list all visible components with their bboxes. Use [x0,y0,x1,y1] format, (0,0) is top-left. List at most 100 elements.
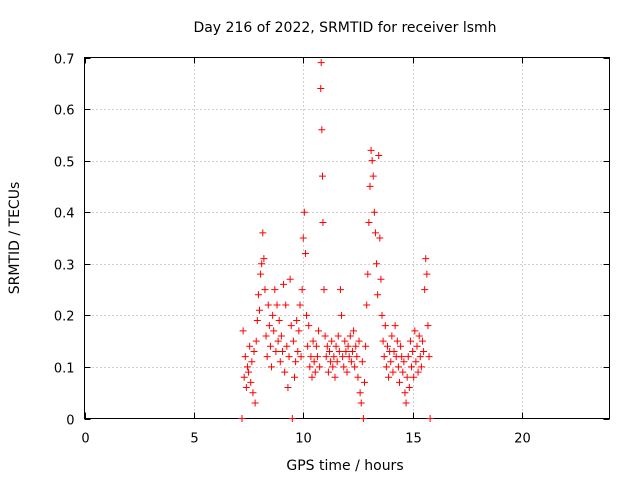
data-point [409,347,417,355]
data-point [380,353,388,361]
data-point [319,172,326,180]
y-tick-label: 0.3 [54,259,75,274]
x-tick-label: 10 [295,432,312,447]
data-point [306,363,314,371]
data-point [331,373,339,381]
data-point [367,146,375,154]
x-tick-label: 5 [190,432,198,447]
data-point [356,389,364,397]
data-point [365,219,373,227]
data-point [308,373,316,381]
data-point [410,373,418,381]
data-point [275,317,283,325]
data-point [404,353,412,361]
data-point [280,280,288,288]
data-point [405,384,413,392]
data-point [295,327,303,335]
data-point [355,337,363,345]
data-point [338,311,346,319]
data-point [393,337,401,345]
data-point [251,399,259,407]
data-point [316,363,324,371]
data-point [362,342,370,350]
data-point [400,358,408,366]
data-point [262,332,270,340]
data-point [361,378,368,386]
data-point [318,126,326,134]
data-point [239,327,247,335]
y-tick-label: 0.1 [54,362,75,377]
data-point [332,342,340,350]
data-point [406,337,414,345]
data-point [252,337,260,345]
data-point [420,347,428,355]
data-point [284,384,292,392]
data-point [369,172,377,180]
data-point [298,286,306,294]
data-point [320,286,328,294]
data-point [328,337,336,345]
data-point [299,234,307,242]
data-point [403,373,411,381]
data-point [324,368,332,376]
data-point [313,353,321,361]
data-point [322,353,330,361]
data-point [296,301,304,309]
data-point [333,358,341,366]
data-point [245,368,253,376]
data-point [268,363,276,371]
data-point [399,368,407,376]
data-point [378,311,386,319]
data-point [396,378,403,386]
x-axis-title: GPS time / hours [286,458,403,474]
data-point [273,301,281,309]
data-point [350,327,358,335]
data-point [416,353,424,361]
data-point [277,332,285,340]
data-point [265,322,273,330]
plot-frame [84,57,610,419]
data-point [269,311,277,319]
data-point [254,291,262,299]
y-tick-label: 0.7 [54,53,75,68]
data-point [425,353,433,361]
data-point [335,347,343,355]
data-point [259,229,267,237]
data-point [377,275,385,283]
data-point [385,373,393,381]
data-point [421,286,429,294]
data-point [246,342,254,350]
data-point [366,182,374,190]
data-point [340,363,348,371]
data-point [397,342,405,350]
x-tick-label: 0 [81,432,89,447]
data-point [271,286,279,294]
data-point [263,353,271,361]
data-point [351,363,359,371]
data-point [297,353,305,361]
data-point [370,208,378,216]
data-point [353,353,361,361]
data-point [329,363,337,371]
data-point [422,255,430,263]
y-tick-label: 0.5 [54,156,75,171]
data-point [260,255,268,263]
data-point [323,342,331,350]
data-point [413,342,421,350]
data-point [247,378,255,386]
y-tick-label: 0.2 [54,310,75,325]
chart-title: Day 216 of 2022, SRMTID for receiver lsm… [193,20,496,36]
data-point [408,363,416,371]
data-point [264,301,272,309]
data-point [321,332,329,340]
data-point [288,415,296,422]
data-point [281,368,289,376]
data-point [315,327,323,335]
data-point [342,347,350,355]
point-layer [238,59,434,422]
data-point [376,234,384,242]
data-point [411,327,419,335]
data-point [358,358,366,366]
data-point [291,373,298,381]
data-point [276,358,284,366]
